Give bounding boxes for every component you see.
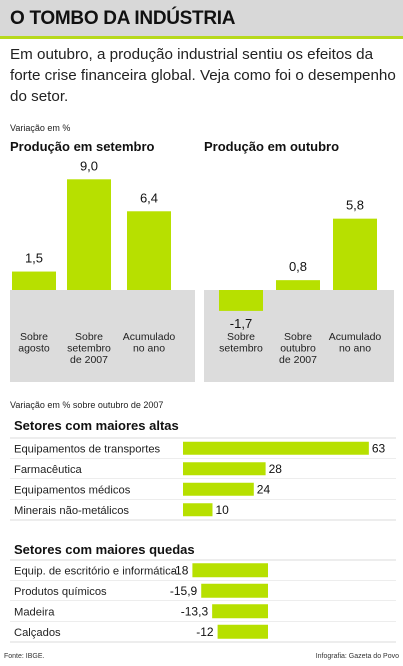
- sep-category-label: agosto: [18, 343, 50, 355]
- sep-category-label: Sobre: [20, 331, 48, 343]
- altas-bar: [183, 503, 213, 517]
- sep-category-label: de 2007: [70, 354, 108, 366]
- top-variation-note: Variação em %: [10, 123, 70, 133]
- oct-chart-title: Produção em outubro: [204, 139, 339, 154]
- sep-value-label: 6,4: [140, 190, 158, 205]
- oct-bar: [276, 280, 320, 290]
- quedas-value-label: -18: [171, 563, 189, 577]
- quedas-value-label: -15,9: [170, 584, 198, 598]
- sep-category-label: no ano: [133, 343, 165, 355]
- sep-category-label: Sobre: [75, 331, 103, 343]
- intro-text: Em outubro, a produção industrial sentiu…: [10, 46, 396, 105]
- quedas-bar: [212, 604, 268, 619]
- oct-bar: [333, 218, 377, 290]
- title-bar: O TOMBO DA INDÚSTRIA: [0, 0, 403, 39]
- quedas-title: Setores com maiores quedas: [14, 542, 195, 557]
- credit-note: Infografia: Gazeta do Povo: [316, 653, 399, 660]
- quedas-bar: [192, 563, 268, 578]
- altas-category-label: Farmacêutica: [14, 464, 83, 476]
- altas-bar: [183, 441, 369, 455]
- quedas-category-label: Equip. de escritório e informática: [14, 565, 178, 577]
- altas-bar: [183, 482, 254, 496]
- oct-value-label: 0,8: [289, 259, 307, 274]
- altas-bar: [183, 462, 266, 476]
- oct-category-label: Acumulado: [329, 331, 382, 343]
- quedas-value-label: -12: [196, 625, 214, 639]
- sep-bar: [127, 211, 171, 290]
- oct-category-label: no ano: [339, 343, 371, 355]
- page-title: O TOMBO DA INDÚSTRIA: [10, 8, 236, 29]
- oct-category-label: de 2007: [279, 354, 317, 366]
- quedas-category-label: Madeira: [14, 606, 55, 618]
- oct-bar: [219, 290, 263, 311]
- sep-bar: [12, 271, 56, 290]
- bottom-variation-note: Variação em % sobre outubro de 2007: [10, 400, 163, 410]
- quedas-category-label: Produtos químicos: [14, 586, 107, 598]
- altas-title: Setores com maiores altas: [14, 418, 179, 433]
- sep-chart-title: Produção em setembro: [10, 139, 155, 154]
- altas-value-label: 28: [269, 462, 283, 476]
- sep-value-label: 1,5: [25, 251, 43, 266]
- sep-bar: [67, 179, 111, 290]
- altas-value-label: 24: [257, 482, 271, 496]
- quedas-row: [10, 601, 396, 622]
- altas-category-label: Equipamentos médicos: [14, 484, 131, 496]
- oct-category-label: Sobre: [284, 331, 312, 343]
- altas-category-label: Minerais não-metálicos: [14, 505, 129, 517]
- sep-category-label: setembro: [67, 343, 111, 355]
- oct-value-label: -1,7: [230, 316, 252, 331]
- source-note: Fonte: IBGE.: [4, 653, 45, 660]
- altas-value-label: 10: [216, 503, 230, 517]
- sep-panel: [10, 290, 195, 382]
- quedas-category-label: Calçados: [14, 627, 61, 639]
- altas-category-label: Equipamentos de transportes: [14, 443, 161, 455]
- sep-category-label: Acumulado: [123, 331, 176, 343]
- quedas-bar: [217, 624, 268, 639]
- sep-value-label: 9,0: [80, 158, 98, 173]
- altas-value-label: 63: [372, 441, 386, 455]
- quedas-value-label: -13,3: [181, 604, 209, 618]
- oct-category-label: Sobre: [227, 331, 255, 343]
- oct-category-label: outubro: [280, 343, 316, 355]
- quedas-row: [10, 621, 396, 642]
- oct-value-label: 5,8: [346, 198, 364, 213]
- oct-category-label: setembro: [219, 343, 263, 355]
- quedas-bar: [201, 583, 268, 598]
